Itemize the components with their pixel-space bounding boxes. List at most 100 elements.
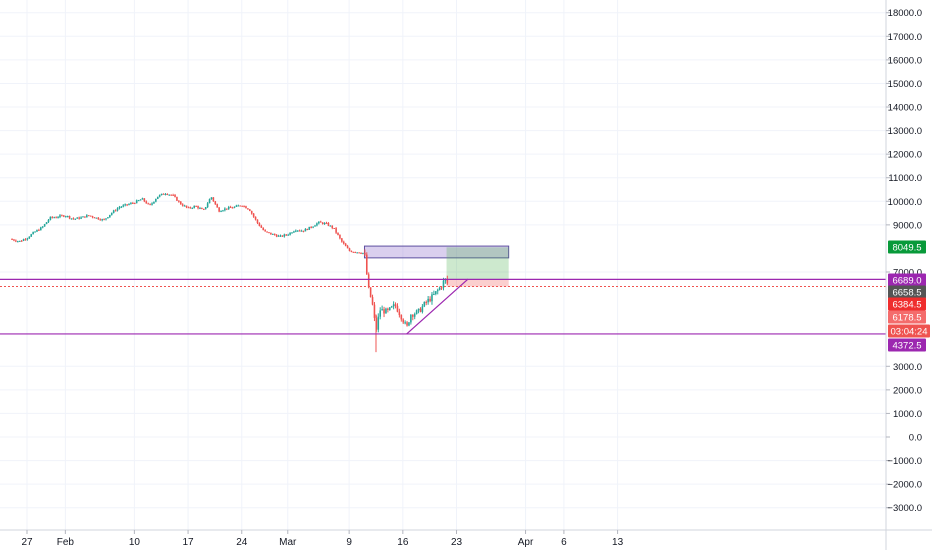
candle-body-25 xyxy=(59,215,61,218)
candle-body-96 xyxy=(195,205,197,207)
candle-body-8 xyxy=(26,238,29,240)
candle-body-97 xyxy=(197,206,199,209)
candle-body-120 xyxy=(241,205,243,207)
position-profit-zone[interactable] xyxy=(446,247,509,280)
candle-body-16 xyxy=(41,226,44,228)
candle-body-110 xyxy=(222,210,224,212)
candle-body-47 xyxy=(101,219,103,221)
candle-body-166 xyxy=(329,225,332,227)
candle-body-223 xyxy=(438,287,441,290)
candle-body-90 xyxy=(183,205,186,207)
candle-body-38 xyxy=(84,216,86,218)
candle-body-17 xyxy=(43,224,46,227)
candle-body-72 xyxy=(149,203,151,205)
time-axis[interactable]: 27 Feb 10 17 24 Mar 9 16 23 Apr 6 13 xyxy=(21,530,624,548)
candle-body-154 xyxy=(306,228,309,230)
price-label-bg-4 xyxy=(888,310,926,324)
candle-body-58 xyxy=(122,205,125,207)
candle-body-32 xyxy=(72,218,75,220)
candle-body-136 xyxy=(272,233,274,235)
grid xyxy=(0,0,886,530)
candle-body-186 xyxy=(367,274,370,288)
candle-body-65 xyxy=(135,200,138,204)
candle-body-30 xyxy=(68,215,71,219)
price-label-0: 8049.5 xyxy=(892,243,921,254)
candle-body-48 xyxy=(103,219,105,221)
y-tick-label-5: 13000.0 xyxy=(888,126,922,137)
candle-body-99 xyxy=(201,208,203,210)
candle-body-114 xyxy=(229,206,232,208)
candle-body-133 xyxy=(266,231,268,233)
y-tick-label-7: 11000.0 xyxy=(888,173,922,184)
candle-body-98 xyxy=(199,208,201,210)
candle-body-64 xyxy=(133,203,136,205)
candle-body-6 xyxy=(22,239,25,241)
candle-body-220 xyxy=(433,294,435,296)
candle-body-21 xyxy=(51,216,54,218)
candle-body-108 xyxy=(218,207,220,212)
candle-body-41 xyxy=(89,215,92,217)
candle-body-83 xyxy=(170,194,172,196)
candle-body-132 xyxy=(264,230,266,232)
candle-body-163 xyxy=(323,222,326,224)
candle-body-137 xyxy=(273,233,276,236)
candle-body-89 xyxy=(181,204,184,206)
x-tick-label-0: 27 xyxy=(21,537,33,548)
candle-body-125 xyxy=(250,211,253,214)
position-stop-zone[interactable] xyxy=(446,279,509,287)
candle-body-189 xyxy=(373,304,376,318)
x-tick-label-2: 10 xyxy=(129,537,141,548)
candle-body-93 xyxy=(189,207,192,209)
candle-body-104 xyxy=(210,197,213,200)
candle-body-159 xyxy=(316,223,318,226)
candle-body-85 xyxy=(174,194,176,197)
candle-body-193 xyxy=(381,309,383,311)
y-tick-label-0: 18000.0 xyxy=(888,8,922,19)
price-label-5: 03:04:24 xyxy=(891,327,928,338)
candle-body-148 xyxy=(295,230,297,232)
price-label-bg-0 xyxy=(888,240,926,254)
candle-body-157 xyxy=(312,226,314,228)
y-tick-label-2: 16000.0 xyxy=(888,55,922,66)
trendline[interactable] xyxy=(406,278,469,335)
candle-body-87 xyxy=(178,200,180,202)
price-label-bg-5 xyxy=(888,324,930,338)
candle-body-118 xyxy=(237,205,240,207)
candle-body-162 xyxy=(321,222,324,224)
y-tick-label-10: 7000.0 xyxy=(893,268,922,279)
candle-body-173 xyxy=(342,241,345,244)
candle-body-1 xyxy=(13,239,15,241)
candle-body-88 xyxy=(179,201,182,205)
candle-body-178 xyxy=(352,251,355,253)
candle-body-82 xyxy=(168,194,171,196)
candle-body-206 xyxy=(406,322,408,326)
candle-body-123 xyxy=(247,208,249,210)
candle-body-145 xyxy=(289,232,291,235)
candle-body-205 xyxy=(404,322,406,324)
candle-body-139 xyxy=(277,235,280,237)
candle-body-143 xyxy=(285,234,288,236)
candle-body-227 xyxy=(446,278,449,284)
candle-body-204 xyxy=(402,319,405,323)
candle-body-129 xyxy=(258,223,261,226)
candle-body-81 xyxy=(166,193,169,195)
x-tick-label-9: Apr xyxy=(518,537,534,548)
candle-body-12 xyxy=(34,231,36,233)
price-axis[interactable]: 18000.0 17000.0 16000.0 15000.0 14000.0 13000… xyxy=(886,8,922,514)
price-label-1: 6689.0 xyxy=(892,276,921,287)
horizontal-lines[interactable] xyxy=(0,278,886,335)
candle-body-71 xyxy=(147,203,149,205)
candle-body-127 xyxy=(254,216,257,220)
x-tick-label-3: 17 xyxy=(183,537,195,548)
candle-body-61 xyxy=(128,204,130,206)
price-label-3: 6384.5 xyxy=(892,300,921,311)
candle-body-53 xyxy=(112,210,115,213)
candle-body-150 xyxy=(298,230,301,232)
candle-body-217 xyxy=(427,298,429,303)
candle-body-209 xyxy=(412,314,414,317)
candle-body-101 xyxy=(204,207,207,210)
candle-body-20 xyxy=(49,216,52,220)
